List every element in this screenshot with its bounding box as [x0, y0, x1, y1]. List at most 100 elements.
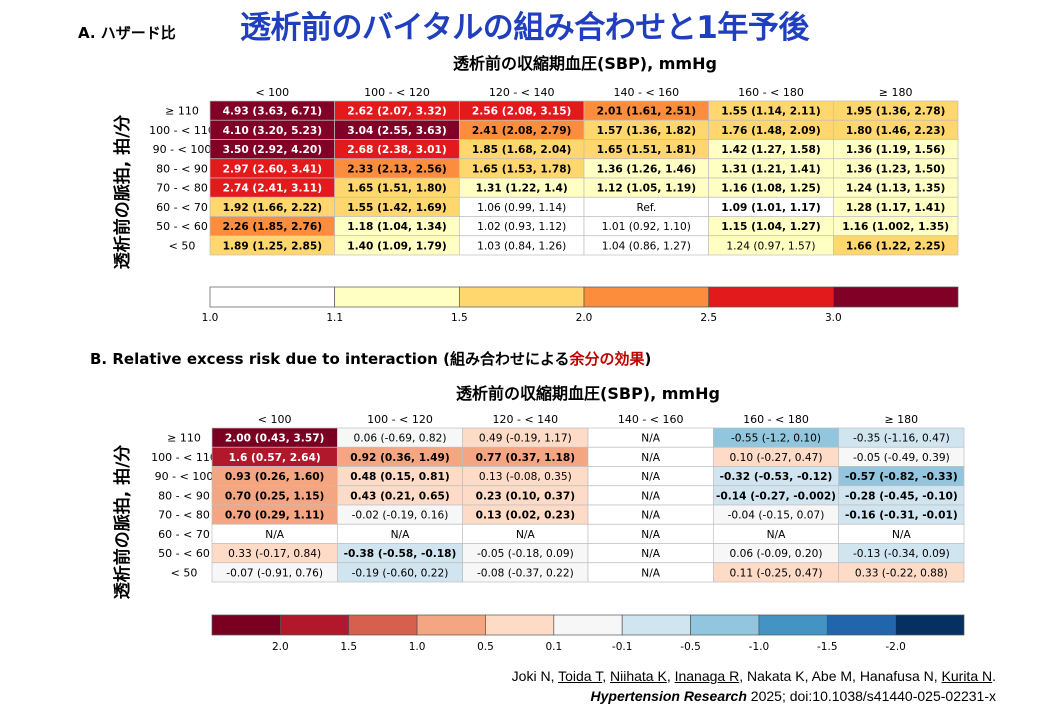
cell-value: 1.28 (1.17, 1.41) — [846, 202, 946, 214]
colorbar-tick-label: 2.0 — [576, 312, 593, 324]
colorbar-tick-label: -0.5 — [680, 641, 701, 653]
cell-value: 0.23 (0.10, 0.37) — [476, 490, 576, 502]
cell-value: 1.36 (1.26, 1.46) — [597, 163, 697, 175]
cell-value: 0.06 (-0.69, 0.82) — [354, 433, 447, 445]
cell-value: 0.77 (0.37, 1.18) — [476, 452, 576, 464]
cell-value: 3.04 (2.55, 3.63) — [347, 125, 447, 137]
cell-value: -0.32 (-0.53, -0.12) — [720, 471, 833, 483]
cell-value: 2.41 (2.08, 2.79) — [472, 125, 572, 137]
cell-value: 1.89 (1.25, 2.85) — [223, 240, 323, 252]
cell-value: 1.12 (1.05, 1.19) — [597, 183, 697, 195]
row-header: 100 - < 110 — [151, 451, 217, 464]
cell-value: N/A — [767, 529, 786, 541]
author: Niihata K — [610, 668, 667, 684]
row-header: 70 - < 80 — [158, 509, 210, 522]
colorbar-tick-label: 0.5 — [477, 641, 494, 653]
row-header: 50 - < 60 — [158, 547, 210, 560]
cell-value: N/A — [641, 548, 660, 560]
colorbar-swatch — [832, 286, 959, 308]
cell-value: N/A — [641, 471, 660, 483]
colorbar-tick-label: 1.0 — [202, 312, 219, 324]
colorbar-tick-label: 2.5 — [700, 312, 717, 324]
cell-value: 1.65 (1.53, 1.78) — [472, 163, 572, 175]
cell-value: 0.33 (-0.17, 0.84) — [228, 548, 321, 560]
cell-value: 1.80 (1.46, 2.23) — [846, 125, 946, 137]
cell-value: 2.56 (2.08, 3.15) — [472, 106, 572, 118]
cell-value: 2.62 (2.07, 3.32) — [347, 106, 447, 118]
doi: 2025; doi:10.1038/s41440-025-02231-x — [746, 688, 996, 704]
cell-value: 1.92 (1.66, 2.22) — [223, 202, 323, 214]
author: Toida T — [558, 668, 603, 684]
panel-a-x-title: 透析前の収縮期血圧(SBP), mmHg — [453, 54, 717, 73]
colorbar-tick-label: 1.5 — [451, 312, 468, 324]
cell-value: 1.24 (1.13, 1.35) — [846, 183, 946, 195]
cell-value: -0.55 (-1.2, 0.10) — [731, 433, 821, 445]
cell-value: N/A — [641, 433, 660, 445]
row-header: 70 - < 80 — [156, 182, 208, 195]
cell-value: -0.38 (-0.58, -0.18) — [344, 548, 457, 560]
cell-value: -0.07 (-0.91, 0.76) — [226, 567, 323, 579]
cell-value: N/A — [641, 567, 660, 579]
cell-value: 0.48 (0.15, 0.81) — [350, 471, 450, 483]
cell-value: -0.16 (-0.31, -0.01) — [845, 510, 958, 522]
citation-authors: Joki N, Toida T, Niihata K, Inanaga R, N… — [512, 666, 996, 686]
colorbar-tick-label: 0.1 — [545, 641, 562, 653]
cell-value: 2.26 (1.85, 2.76) — [223, 221, 323, 233]
cell-value: 1.66 (1.22, 2.25) — [846, 240, 946, 252]
cell-value: 1.01 (0.92, 1.10) — [602, 221, 691, 233]
cell-value: 1.31 (1.21, 1.41) — [721, 163, 821, 175]
cell-value: 2.01 (1.61, 2.51) — [597, 106, 697, 118]
cell-value: 1.04 (0.86, 1.27) — [602, 240, 691, 252]
panel-b-label: B. Relative excess risk due to interacti… — [90, 348, 651, 369]
row-header: 60 - < 70 — [158, 528, 210, 541]
column-header: 140 - < 160 — [613, 86, 679, 99]
hazard-ratio-heatmap: < 100 100 - < 120 120 - < 140 140 - < 160 16… — [149, 86, 959, 324]
cell-value: 1.24 (0.97, 1.57) — [726, 240, 815, 252]
cell-value: 0.70 (0.25, 1.15) — [225, 490, 325, 502]
cell-value: 1.06 (0.99, 1.14) — [477, 202, 566, 214]
author: Kurita N — [941, 668, 993, 684]
cell-value: N/A — [892, 529, 911, 541]
journal-name: Hypertension Research — [590, 688, 747, 704]
cell-value: 2.68 (2.38, 3.01) — [347, 144, 447, 156]
heatmap-cell — [832, 235, 959, 256]
citation: Joki N, Toida T, Niihata K, Inanaga R, N… — [512, 666, 996, 706]
cell-value: -0.57 (-0.82, -0.33) — [845, 471, 958, 483]
citation-reference: Hypertension Research 2025; doi:10.1038/… — [512, 686, 997, 706]
separator: , Nakata K, Abe M, Hanafusa N, — [739, 668, 942, 684]
column-header: 100 - < 120 — [367, 413, 433, 426]
reri-heatmap: < 100 100 - < 120 120 - < 140 140 - < 160 16… — [151, 413, 965, 653]
cell-value: 1.16 (1.002, 1.35) — [842, 221, 949, 233]
cell-value: 1.36 (1.19, 1.56) — [846, 144, 946, 156]
cell-value: 1.95 (1.36, 2.78) — [846, 106, 946, 118]
colorbar-swatch — [583, 286, 710, 308]
row-header: ≥ 110 — [165, 105, 199, 118]
cell-value: 0.06 (-0.09, 0.20) — [730, 548, 823, 560]
cell-value: 1.55 (1.42, 1.69) — [347, 202, 447, 214]
column-header: 120 - < 140 — [489, 86, 555, 99]
panel-b-label-highlight: 余分の効果 — [569, 350, 645, 368]
cell-value: 4.10 (3.20, 5.23) — [223, 125, 323, 137]
column-header: 160 - < 180 — [743, 413, 809, 426]
cell-value: 0.33 (-0.22, 0.88) — [855, 567, 948, 579]
colorbar-swatch — [416, 614, 486, 636]
colorbar-swatch — [485, 614, 555, 636]
cell-value: 0.10 (-0.27, 0.47) — [730, 452, 823, 464]
panel-a-label: A. ハザード比 — [78, 24, 176, 42]
cell-value: 1.55 (1.14, 2.11) — [721, 106, 821, 118]
cell-value: 0.13 (0.02, 0.23) — [476, 510, 576, 522]
colorbar-swatch — [348, 614, 418, 636]
separator: . — [992, 668, 996, 684]
cell-value: -0.02 (-0.19, 0.16) — [352, 510, 449, 522]
cell-value: 2.97 (2.60, 3.41) — [223, 163, 323, 175]
cell-value: -0.05 (-0.18, 0.09) — [477, 548, 574, 560]
cell-value: 1.15 (1.04, 1.27) — [721, 221, 821, 233]
colorbar-swatch — [553, 614, 623, 636]
panel-b-label-suffix: ) — [644, 350, 652, 368]
cell-value: 0.92 (0.36, 1.49) — [350, 452, 450, 464]
panel-b-x-title: 透析前の収縮期血圧(SBP), mmHg — [456, 384, 720, 403]
column-header: ≥ 180 — [879, 86, 913, 99]
cell-value: 1.18 (1.04, 1.34) — [347, 221, 447, 233]
colorbar-swatch — [826, 614, 896, 636]
cell-value: 0.13 (-0.08, 0.35) — [479, 471, 572, 483]
